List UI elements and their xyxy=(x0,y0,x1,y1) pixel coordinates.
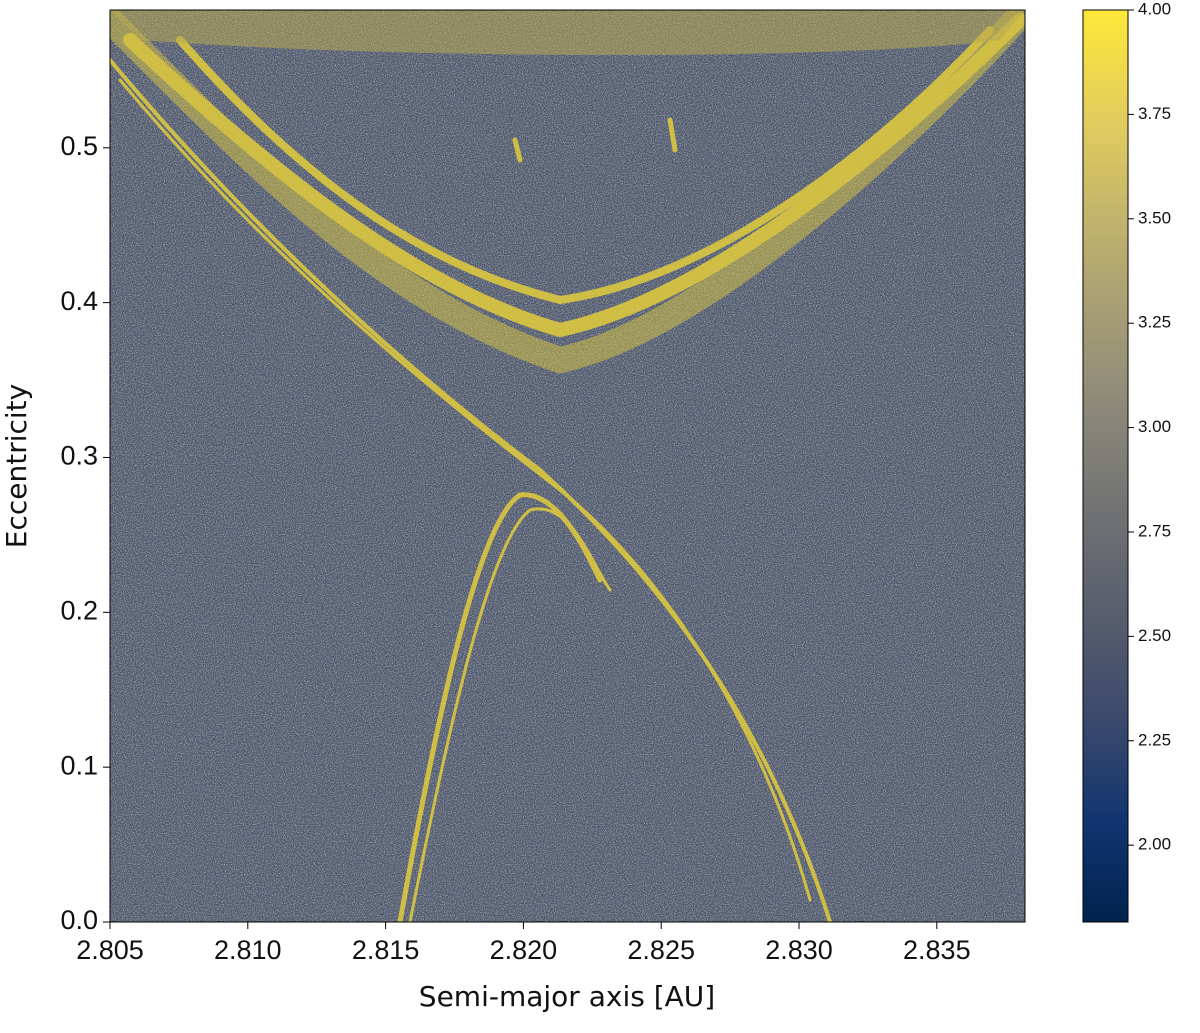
y-tick-label: 0.3 xyxy=(60,441,98,471)
colorbar-tick-label: 2.75 xyxy=(1138,521,1171,540)
heatmap-image xyxy=(110,10,1025,922)
y-tick-label: 0.0 xyxy=(60,905,98,935)
x-tick-label: 2.825 xyxy=(627,935,695,965)
colorbar-tick-label: 2.25 xyxy=(1138,730,1171,749)
x-tick-label: 2.815 xyxy=(352,935,420,965)
colorbar-tick-label: 3.75 xyxy=(1138,104,1171,123)
colorbar-tick-label: 2.50 xyxy=(1138,626,1171,645)
colorbar-frame xyxy=(1082,9,1129,923)
y-tick-label: 0.4 xyxy=(60,286,98,316)
y-tick-label: 0.2 xyxy=(60,595,98,625)
x-tick-label: 2.820 xyxy=(490,935,558,965)
plot-frame xyxy=(109,9,1026,923)
y-tick-label: 0.5 xyxy=(60,131,98,161)
x-tick-label: 2.805 xyxy=(76,935,144,965)
colorbar-tick-label: 3.00 xyxy=(1138,417,1171,436)
colorbar xyxy=(1083,10,1128,922)
x-axis-label: Semi-major axis [AU] xyxy=(419,980,715,1013)
colorbar-tick-label: 3.50 xyxy=(1138,208,1171,227)
colorbar-tick-label: 3.25 xyxy=(1138,313,1171,332)
colorbar-tick-label: 4.00 xyxy=(1138,0,1171,18)
x-tick-label: 2.810 xyxy=(214,935,282,965)
y-tick-label: 0.1 xyxy=(60,750,98,780)
y-axis-label: Eccentricity xyxy=(0,384,33,548)
colorbar-tick-label: 2.00 xyxy=(1138,835,1171,854)
x-tick-label: 2.830 xyxy=(765,935,833,965)
x-tick-label: 2.835 xyxy=(903,935,971,965)
